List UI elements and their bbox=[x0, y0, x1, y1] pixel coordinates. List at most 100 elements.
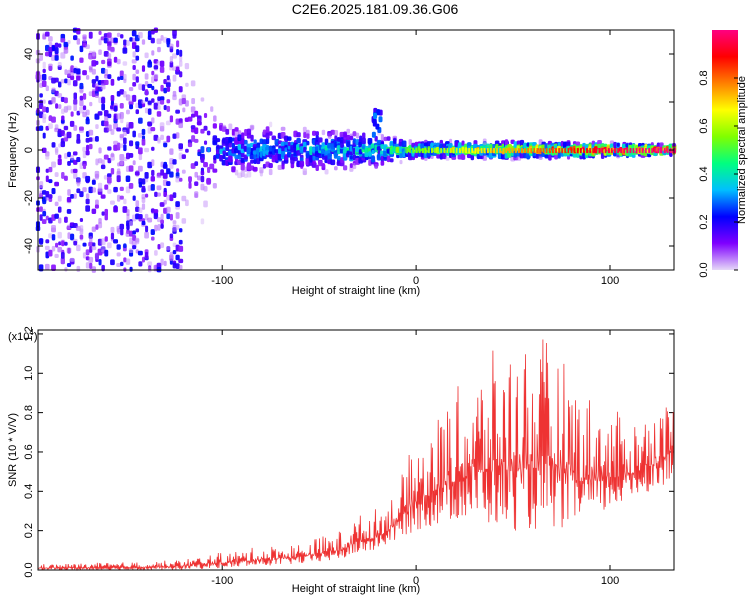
spectrogram-cell bbox=[138, 213, 143, 220]
spectrogram-cell bbox=[499, 148, 502, 154]
spectrogram-cell bbox=[131, 59, 137, 64]
spectrogram-cell bbox=[42, 210, 47, 217]
spectrogram-cell bbox=[145, 225, 149, 233]
spectrogram-cell bbox=[138, 83, 143, 91]
spectrogram-cell bbox=[45, 175, 49, 183]
y-tick-label: 1.0 bbox=[23, 366, 35, 381]
spectrogram-cell bbox=[262, 163, 267, 169]
spectrogram-cell bbox=[172, 133, 177, 139]
spectrogram-cell bbox=[178, 228, 183, 233]
spectrogram-cell bbox=[527, 148, 530, 154]
spectrogram-cell bbox=[76, 68, 81, 75]
spectrogram-cell bbox=[88, 256, 94, 263]
spectrogram-cell bbox=[76, 244, 81, 252]
spectrogram-cell bbox=[147, 121, 152, 127]
spectrogram-cell bbox=[209, 163, 215, 170]
spectrogram-cell bbox=[592, 148, 595, 154]
spectrogram-cell bbox=[250, 159, 255, 164]
spectrogram-cell bbox=[495, 143, 500, 149]
spectrogram-cell bbox=[107, 61, 112, 67]
spectrogram-cell bbox=[389, 158, 394, 163]
spectrogram-cell bbox=[110, 46, 115, 52]
y-tick-label: -40 bbox=[23, 238, 35, 254]
spectrogram-cell bbox=[91, 187, 97, 193]
spectrogram-cell bbox=[185, 199, 189, 207]
spectrogram-cell bbox=[110, 78, 115, 86]
spectrogram-cell bbox=[312, 130, 317, 136]
spectrogram-cell bbox=[160, 134, 164, 141]
spectrogram-cell bbox=[212, 183, 217, 189]
spectrogram-cell bbox=[132, 73, 136, 81]
spectrogram-cell bbox=[203, 200, 208, 208]
spectrogram-cell bbox=[132, 51, 136, 58]
spectrogram-cell bbox=[82, 93, 87, 100]
spectrogram-cell bbox=[147, 108, 152, 115]
spectrogram-cell bbox=[82, 146, 87, 152]
spectrogram-cell bbox=[116, 32, 121, 37]
x-tick-label: 0 bbox=[413, 275, 419, 287]
spectrogram-cell bbox=[589, 148, 592, 154]
spectrogram-cell bbox=[532, 142, 537, 147]
spectrogram-cell bbox=[160, 84, 164, 92]
spectrogram-cell bbox=[306, 133, 310, 139]
spectrogram-cell bbox=[362, 132, 366, 139]
spectrogram-cell bbox=[196, 175, 202, 181]
spectrogram-cell bbox=[169, 148, 174, 155]
spectrogram-cell bbox=[135, 237, 140, 245]
spectrogram-cell bbox=[106, 124, 112, 132]
spectrogram-cell bbox=[194, 161, 199, 166]
spectrogram-cell bbox=[76, 178, 81, 184]
spectrogram-cell bbox=[137, 32, 143, 39]
spectrogram-cell bbox=[63, 97, 68, 104]
spectrogram-cell bbox=[151, 98, 155, 103]
spectrogram-cell bbox=[383, 136, 388, 142]
snr-frame bbox=[37, 329, 675, 571]
spectrogram-cell bbox=[76, 188, 81, 194]
spectrogram-cell bbox=[352, 131, 357, 137]
spectrogram-cell bbox=[55, 103, 59, 109]
spectrogram-cell bbox=[45, 106, 49, 113]
spectrogram-cell bbox=[333, 130, 339, 137]
spectrogram-cell bbox=[116, 168, 121, 175]
spectrogram-cell bbox=[58, 143, 62, 148]
spectrogram-cell bbox=[166, 135, 171, 143]
spectrogram-cell bbox=[176, 48, 180, 56]
spectrogram-cell bbox=[190, 163, 196, 169]
spectrogram-cell bbox=[179, 71, 183, 78]
spectrogram-cell bbox=[160, 242, 165, 248]
spectrogram-cell bbox=[63, 137, 69, 142]
spectrogram-cell bbox=[241, 143, 245, 150]
spectrogram-cell bbox=[69, 257, 75, 262]
spectrogram-cell bbox=[73, 193, 77, 199]
spectrogram-cell bbox=[144, 147, 150, 153]
spectrogram-cell bbox=[626, 148, 629, 154]
spectrogram-cell bbox=[51, 116, 56, 123]
spectrogram-cell bbox=[460, 153, 466, 160]
spectrogram-cell bbox=[82, 242, 87, 247]
spectrogram-cell bbox=[79, 217, 84, 222]
spectrogram-cell bbox=[181, 218, 187, 224]
spectrogram-cell bbox=[70, 168, 74, 174]
spectrogram-cell bbox=[337, 147, 341, 155]
spectrogram-cell bbox=[378, 116, 383, 123]
spectrogram-cell bbox=[109, 200, 115, 205]
spectrogram-cell bbox=[409, 148, 412, 154]
spectrogram-cell bbox=[246, 171, 252, 178]
spectrogram-cell bbox=[137, 132, 143, 138]
spectrogram-cell bbox=[135, 109, 140, 115]
spectrogram-cell bbox=[51, 225, 57, 232]
spectrogram-cell bbox=[184, 100, 189, 107]
spectrogram-cell bbox=[60, 257, 65, 265]
spectrogram-cell bbox=[154, 224, 158, 232]
spectrogram-cell bbox=[597, 143, 602, 149]
spectrogram-cell bbox=[64, 267, 68, 272]
spectrogram-cell bbox=[157, 224, 161, 231]
spectrogram-cell bbox=[51, 87, 56, 93]
spectrogram-cell bbox=[194, 127, 199, 134]
spectrogram-cell bbox=[135, 141, 140, 146]
colorbar-ticks: 0.0 0.2 0.4 0.6 0.8 bbox=[698, 70, 738, 278]
spectrogram-cell bbox=[66, 105, 72, 111]
spectrogram-cell bbox=[181, 169, 186, 174]
spectrogram-cell bbox=[138, 181, 143, 188]
spectrogram-cell bbox=[156, 173, 162, 179]
